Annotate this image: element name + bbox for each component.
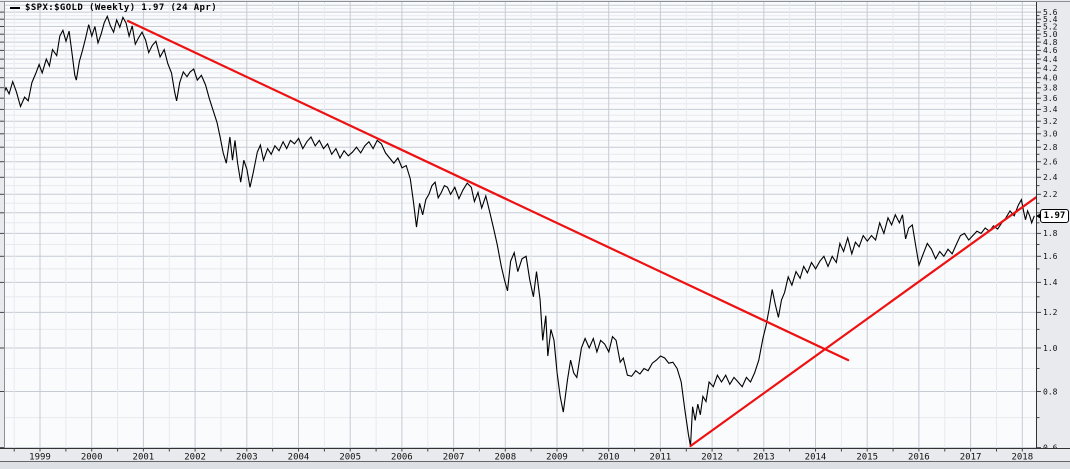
year-label: 2014 [805,453,827,463]
y-tick-label: 2.8 [1043,143,1058,152]
y-tick-label: 3.0 [1043,130,1058,139]
left-frame-ticks [0,11,4,449]
y-tick-label: 0.8 [1043,387,1058,396]
y-tick-label: 4.6 [1043,46,1058,55]
year-label: 2002 [184,453,206,463]
footer-strip [0,462,1070,469]
y-tick-label: 2.2 [1043,190,1058,199]
year-label: 2001 [133,453,155,463]
y-tick-label: 1.6 [1043,252,1058,261]
y-tick-label: 5.4 [1043,15,1058,24]
year-label: 2006 [391,453,413,463]
y-tick-label: 5.6 [1043,8,1058,17]
y-tick-label: 1.0 [1043,344,1058,353]
y-tick-label: 2.6 [1043,158,1058,167]
y-tick-label: 3.6 [1043,94,1058,103]
year-label: 2018 [1011,453,1033,463]
year-label: 2012 [701,453,723,463]
y-tick-label: 4.2 [1043,64,1058,73]
legend-label: $SPX:$GOLD (Weekly) 1.97 (24 Apr) [25,3,218,13]
y-tick-label: 3.4 [1043,105,1058,114]
h-gridlines [5,4,1036,449]
x-axis-ticks [13,448,1023,452]
series-line-swatch-icon [10,7,20,9]
year-label: 2000 [81,453,103,463]
year-label: 2013 [753,453,775,463]
chart-legend: $SPX:$GOLD (Weekly) 1.97 (24 Apr) [10,3,217,13]
y-tick-label: 1.8 [1043,229,1058,238]
year-label: 2011 [650,453,672,463]
year-label: 2004 [288,453,310,463]
ascending-support-trendline [689,196,1036,448]
price-tag-arrow-icon [1036,213,1041,219]
last-price-tag: 1.97 [1036,209,1069,223]
y-tick-label: 4.4 [1043,55,1058,64]
y-tick-label: 5.2 [1043,22,1058,31]
spx-gold-ratio-line [5,14,1035,447]
y-tick-label: 4.0 [1043,74,1058,83]
y-tick-label: 1.4 [1043,278,1058,287]
year-label: 2005 [339,453,361,463]
y-tick-label: 4.8 [1043,38,1058,47]
last-price-value: 1.97 [1043,211,1066,221]
v-gridlines [13,2,1023,448]
y-tick-label: 2.4 [1043,173,1058,182]
x-axis-labels: 1999 2000 2001 2002 2003 2004 2005 2006 2007 2008… [29,453,1033,463]
year-label: 2008 [494,453,516,463]
year-label: 2010 [598,453,620,463]
y-tick-label: 1.2 [1043,308,1058,317]
year-label: 2007 [443,453,465,463]
descending-resistance-trendline [126,19,850,362]
year-label: 2016 [908,453,930,463]
y-tick-label: 3.2 [1043,117,1058,126]
plot-area [5,2,1036,448]
year-label: 2009 [546,453,568,463]
year-label: 2003 [236,453,258,463]
year-label: 1999 [29,453,51,463]
y-tick-label: 0.6 [1043,443,1058,452]
year-label: 2017 [960,453,982,463]
y-tick-label: 5.0 [1043,30,1058,39]
year-label: 2015 [856,453,878,463]
y-tick-label: 3.8 [1043,84,1058,93]
